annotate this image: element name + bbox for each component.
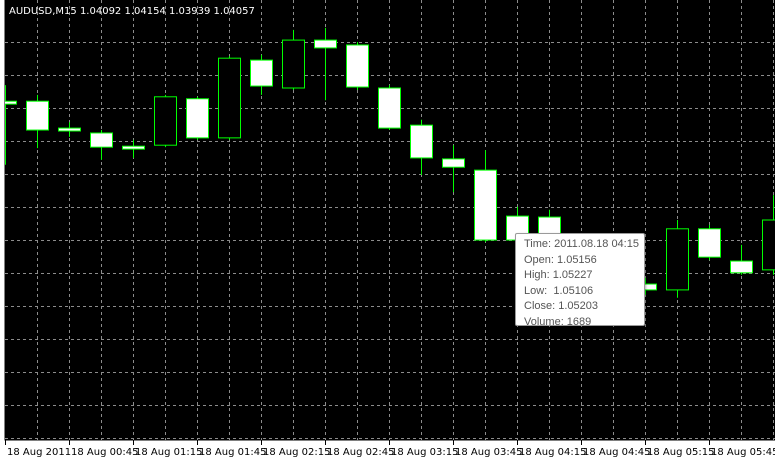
candle-body bbox=[442, 158, 465, 168]
tooltip: Time: 2011.08.18 04:15 Open: 1.05156 High:… bbox=[515, 233, 645, 328]
candle-body bbox=[250, 59, 273, 87]
candle-body bbox=[666, 228, 689, 291]
candle-body bbox=[346, 44, 369, 88]
x-tick-label: 18 Aug 03:15 bbox=[391, 447, 458, 458]
tooltip-line: Volume: 1689 bbox=[524, 315, 592, 328]
x-tick-label: 18 Aug 02:45 bbox=[327, 447, 394, 458]
x-tick-label: 18 Aug 03:45 bbox=[455, 447, 522, 458]
x-tick-label: 18 Aug 00:45 bbox=[71, 447, 138, 458]
candle-body bbox=[58, 127, 81, 132]
x-tick-label: 18 Aug 05:15 bbox=[647, 447, 714, 458]
candle-body bbox=[186, 98, 209, 139]
candles bbox=[5, 27, 775, 300]
chart-title: AUDUSD,M15 1.04092 1.04154 1.03939 1.040… bbox=[9, 6, 255, 17]
x-tick-label: 18 Aug 04:15 bbox=[519, 447, 586, 458]
x-tick-label: 18 Aug 01:45 bbox=[199, 447, 266, 458]
tooltip-line: Low: 1.05106 bbox=[524, 284, 594, 297]
x-tick-label: 18 Aug 2011 bbox=[7, 447, 71, 458]
x-tick-label: 18 Aug 04:45 bbox=[583, 447, 650, 458]
candle-body bbox=[90, 132, 113, 148]
candle-body bbox=[5, 100, 17, 105]
candle-body bbox=[378, 87, 401, 129]
candle-body bbox=[314, 39, 337, 49]
candle-body bbox=[122, 145, 145, 150]
candle-body bbox=[218, 57, 241, 139]
tooltip-line: Open: 1.05156 bbox=[524, 253, 597, 266]
candle-body bbox=[730, 260, 753, 274]
candle-body bbox=[762, 219, 775, 271]
candle-body bbox=[154, 96, 177, 146]
x-tick-label: 18 Aug 02:15 bbox=[263, 447, 330, 458]
candle-body bbox=[474, 169, 497, 241]
tooltip-line: Close: 1.05203 bbox=[524, 300, 598, 312]
candle-body bbox=[698, 228, 721, 258]
x-tick-label: 18 Aug 05:45 bbox=[711, 447, 775, 458]
x-tick-label: 18 Aug 01:15 bbox=[135, 447, 202, 458]
candle-body bbox=[410, 124, 433, 159]
candle-body bbox=[26, 100, 49, 131]
tooltip-line: Time: 2011.08.18 04:15 bbox=[524, 238, 639, 250]
candle-body bbox=[282, 39, 305, 89]
tooltip-line: High: 1.05227 bbox=[524, 269, 593, 281]
